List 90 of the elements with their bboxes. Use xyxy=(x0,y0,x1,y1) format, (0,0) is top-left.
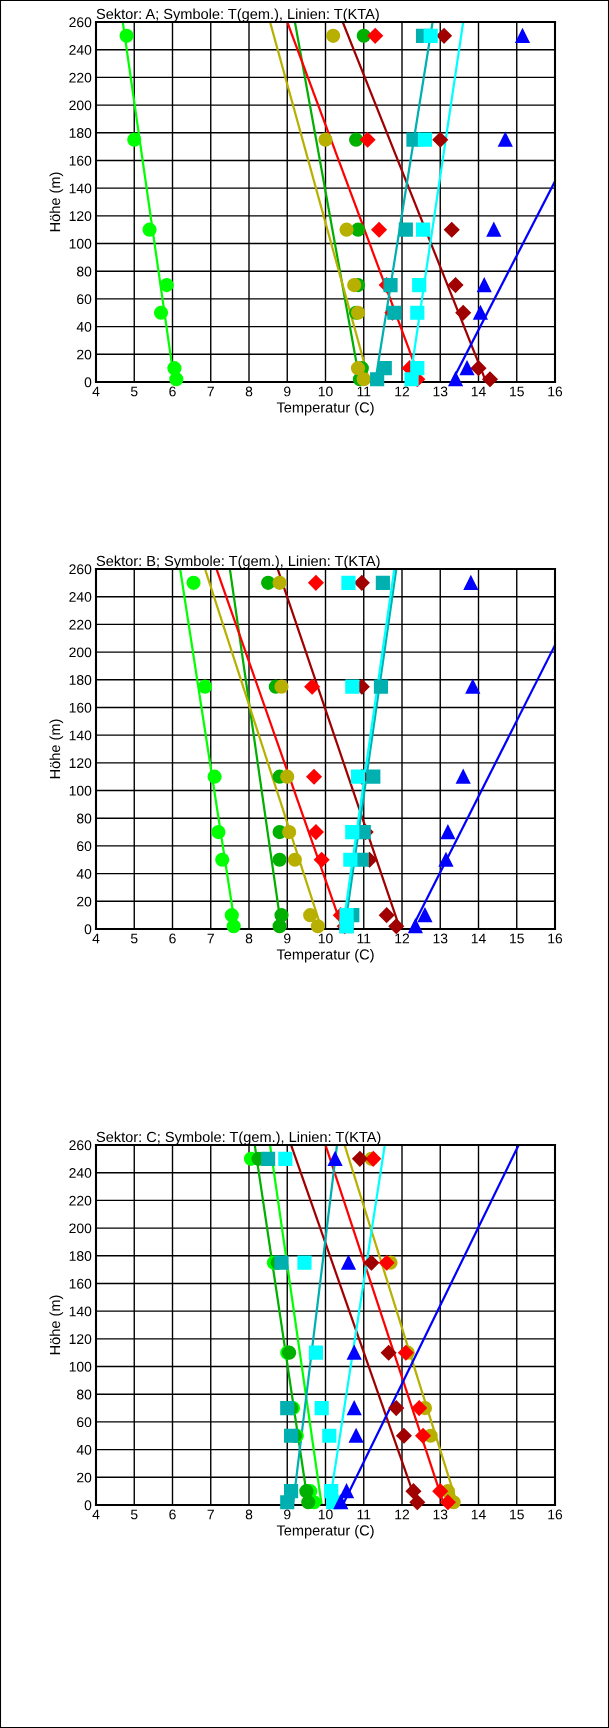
y-tick-label: 20 xyxy=(77,349,92,360)
y-tick-label: 200 xyxy=(69,647,92,658)
x-tick-label: 7 xyxy=(207,386,214,397)
y-tick-label: 140 xyxy=(69,730,92,741)
y-tick-label: 100 xyxy=(69,1361,92,1372)
x-tick-label: 8 xyxy=(245,1509,253,1520)
chart-title: Sektor: B; Symbole: T(gem.), Linien: T(KTA) xyxy=(96,555,380,569)
y-tick-label: 80 xyxy=(76,266,92,277)
y-tick-label: 140 xyxy=(69,183,92,194)
x-tick-label: 6 xyxy=(169,1509,176,1520)
y-tick-label: 80 xyxy=(76,1389,92,1400)
y-tick-label: 240 xyxy=(69,45,92,55)
y-tick-label: 120 xyxy=(69,1334,92,1345)
y-axis-title: Höhe (m) xyxy=(49,172,64,232)
y-tick-label: 120 xyxy=(69,758,92,769)
x-tick-label: 13 xyxy=(433,1509,448,1520)
x-axis-title: Temperatur (C) xyxy=(276,1524,374,1539)
x-tick-label: 11 xyxy=(357,933,371,944)
x-tick-label: 11 xyxy=(357,386,371,397)
y-tick-label: 180 xyxy=(69,128,92,138)
y-tick-label: 60 xyxy=(77,294,92,305)
y-tick-label: 260 xyxy=(69,1140,92,1151)
x-tick-label: 7 xyxy=(207,933,214,944)
y-axis-title: Höhe (m) xyxy=(49,1295,64,1355)
y-tick-label: 200 xyxy=(69,100,92,111)
x-tick-label: 11 xyxy=(357,1509,371,1520)
x-tick-label: 4 xyxy=(92,386,100,397)
y-tick-label: 20 xyxy=(77,896,92,907)
x-tick-label: 13 xyxy=(433,386,448,397)
chart-title: Sektor: A; Symbole: T(gem.), Linien: T(KTA) xyxy=(96,8,379,22)
y-tick-label: 0 xyxy=(84,924,92,935)
y-tick-label: 220 xyxy=(69,619,92,630)
y-tick-label: 100 xyxy=(69,785,92,796)
y-tick-label: 160 xyxy=(69,702,92,713)
x-tick-label: 12 xyxy=(395,933,410,944)
y-tick-label: 100 xyxy=(69,238,92,249)
x-tick-label: 9 xyxy=(284,933,291,944)
x-tick-label: 6 xyxy=(169,386,176,397)
x-tick-label: 16 xyxy=(548,933,563,944)
x-tick-label: 12 xyxy=(395,386,410,397)
y-tick-label: 240 xyxy=(69,592,92,602)
x-axis-title: Temperatur (C) xyxy=(276,401,374,416)
x-tick-label: 6 xyxy=(169,933,176,944)
x-tick-label: 15 xyxy=(510,1509,524,1520)
x-tick-label: 5 xyxy=(130,386,138,397)
y-tick-label: 260 xyxy=(69,564,92,575)
x-tick-label: 7 xyxy=(207,1509,214,1520)
x-tick-label: 14 xyxy=(471,1509,486,1520)
x-tick-label: 14 xyxy=(471,386,486,397)
y-tick-label: 140 xyxy=(69,1306,92,1317)
y-tick-label: 60 xyxy=(77,1417,92,1428)
x-tick-label: 10 xyxy=(318,933,333,944)
y-tick-label: 0 xyxy=(84,377,92,388)
y-tick-label: 240 xyxy=(69,1168,92,1178)
x-tick-label: 12 xyxy=(395,1509,410,1520)
x-tick-label: 9 xyxy=(284,1509,291,1520)
y-tick-label: 260 xyxy=(69,17,92,28)
y-tick-label: 200 xyxy=(69,1223,92,1234)
x-tick-label: 15 xyxy=(510,386,524,397)
chart-title: Sektor: C; Symbole: T(gem.), Linien: T(KTA) xyxy=(96,1131,381,1145)
x-tick-label: 4 xyxy=(92,1509,100,1520)
x-tick-label: 10 xyxy=(318,386,333,397)
y-tick-label: 0 xyxy=(84,1500,92,1511)
y-tick-label: 80 xyxy=(76,813,92,824)
x-tick-label: 4 xyxy=(92,933,100,944)
x-tick-label: 10 xyxy=(318,1509,333,1520)
y-tick-label: 20 xyxy=(77,1472,92,1483)
y-tick-label: 40 xyxy=(76,321,92,332)
y-tick-label: 120 xyxy=(69,211,92,222)
x-tick-label: 16 xyxy=(548,386,563,397)
x-tick-label: 9 xyxy=(284,386,291,397)
y-tick-label: 40 xyxy=(76,1444,92,1455)
x-tick-label: 5 xyxy=(130,1509,138,1520)
y-tick-label: 180 xyxy=(69,675,92,685)
x-tick-label: 15 xyxy=(510,933,524,944)
x-tick-label: 13 xyxy=(433,933,448,944)
y-tick-label: 160 xyxy=(69,155,92,166)
y-axis-title: Höhe (m) xyxy=(49,719,64,779)
x-tick-label: 5 xyxy=(130,933,138,944)
x-tick-label: 14 xyxy=(471,933,486,944)
y-tick-label: 160 xyxy=(69,1278,92,1289)
y-tick-label: 60 xyxy=(77,841,92,852)
x-axis-title: Temperatur (C) xyxy=(276,948,374,963)
y-tick-label: 40 xyxy=(76,868,92,879)
x-tick-label: 8 xyxy=(245,386,253,397)
y-tick-label: 220 xyxy=(69,1195,92,1206)
x-tick-label: 8 xyxy=(245,933,253,944)
y-tick-label: 220 xyxy=(69,72,92,83)
x-tick-label: 16 xyxy=(548,1509,563,1520)
y-tick-label: 180 xyxy=(69,1251,92,1261)
